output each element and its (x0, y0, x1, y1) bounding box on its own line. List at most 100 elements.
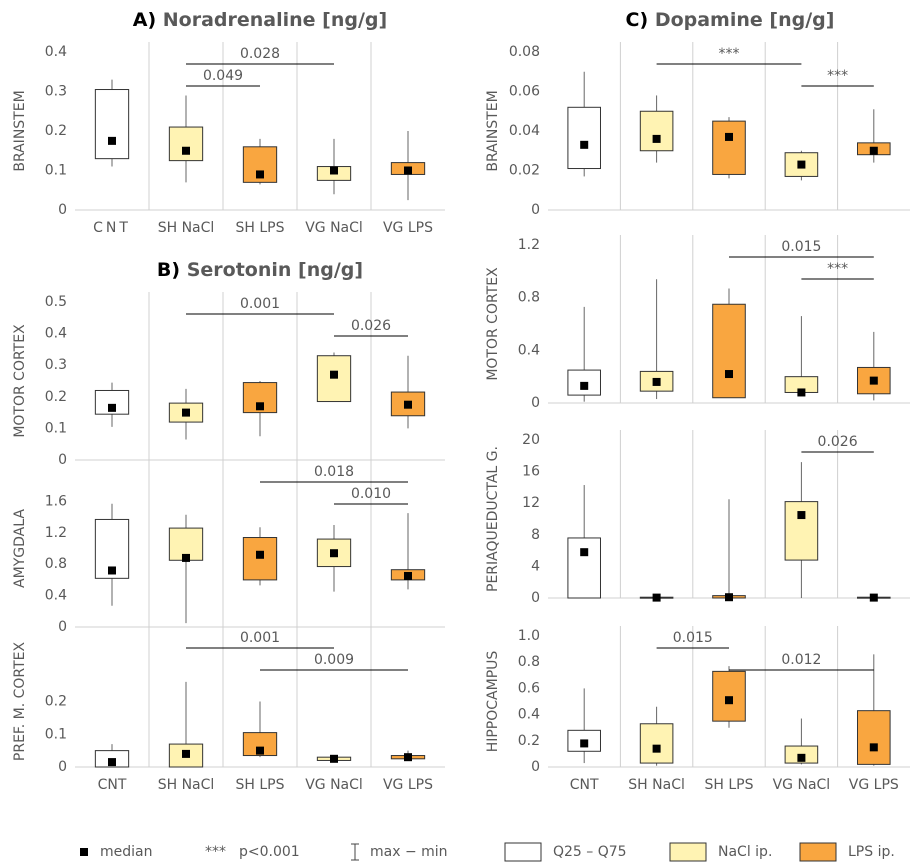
y-tick-label: 0.8 (518, 290, 540, 306)
iqr-box (857, 710, 891, 765)
panel-title: C) Dopamine [ng/g] (626, 9, 835, 31)
x-tick-label: VG NaCl (305, 777, 363, 793)
y-axis-label: AMYGDALA (12, 509, 28, 588)
y-tick-label: 0.2 (45, 123, 67, 139)
median (652, 377, 661, 386)
median (182, 146, 190, 155)
iqr-box (242, 732, 278, 757)
y-tick-label: 0.8 (518, 654, 540, 670)
median (256, 170, 264, 179)
legend-label: NaCl ip. (718, 844, 772, 860)
median (108, 136, 116, 145)
iqr-box (712, 120, 746, 175)
median (797, 388, 806, 397)
median (652, 593, 661, 602)
x-tick-label: SH LPS (236, 220, 285, 236)
median (182, 749, 190, 758)
title-text: Dopamine [ng/g] (655, 9, 835, 31)
median (725, 593, 733, 602)
median (797, 511, 806, 520)
panel-label: B) (157, 259, 180, 281)
y-tick-label: 1.0 (518, 628, 540, 644)
y-tick-label: 0.4 (45, 326, 67, 342)
bracket-label: 0.026 (818, 434, 858, 450)
median (725, 696, 733, 705)
iqr-box (712, 303, 746, 399)
median (580, 739, 589, 748)
x-tick-label: VG LPS (849, 777, 899, 793)
iqr-box (94, 389, 130, 415)
y-axis-label: HIPPOCAMPUS (485, 651, 501, 753)
y-axis-label: BRAINSTEM (12, 90, 28, 171)
median (725, 132, 733, 141)
legend-label: p<0.001 (239, 844, 300, 860)
y-axis-label: PERIAQUEDUCTAL G. (485, 446, 501, 592)
bracket-label: 0.015 (781, 239, 821, 255)
median (580, 140, 589, 149)
median (330, 549, 338, 558)
median (330, 370, 338, 379)
title-text: Noradrenaline [ng/g] (163, 9, 387, 31)
median (869, 593, 878, 602)
bracket-label: 0.012 (781, 652, 821, 668)
bracket-label: *** (827, 261, 848, 277)
y-tick-label: 1.2 (45, 525, 67, 541)
y-tick-label: 4 (531, 558, 540, 574)
y-tick-label: 0.04 (509, 123, 540, 139)
bracket-label: 0.018 (314, 464, 354, 480)
y-tick-label: 0.1 (45, 420, 67, 436)
y-tick-label: 16 (522, 464, 540, 480)
y-tick-label: 0 (58, 759, 67, 775)
iqr-box (639, 723, 674, 764)
iqr-box (168, 126, 204, 162)
median (869, 743, 878, 752)
bracket-label: 0.028 (240, 46, 280, 62)
y-tick-label: 0 (58, 452, 67, 468)
median (330, 166, 338, 175)
bracket-label: 0.001 (240, 296, 280, 312)
panel-title: A) Noradrenaline [ng/g] (133, 9, 387, 31)
y-tick-label: 1.6 (45, 493, 67, 509)
median (869, 376, 878, 385)
y-tick-label: 0.3 (45, 357, 67, 373)
median (580, 381, 589, 390)
y-axis-label: BRAINSTEM (485, 90, 501, 171)
y-tick-label: 1.2 (518, 237, 540, 253)
y-tick-label: 0 (531, 202, 540, 218)
iqr-box (94, 89, 130, 160)
bracket-label: 0.001 (240, 630, 280, 646)
y-axis-label: PREF. M. CORTEX (12, 642, 28, 762)
y-tick-label: 0.3 (45, 84, 67, 100)
median (256, 746, 264, 755)
median (256, 402, 264, 411)
panel-label: C) (626, 9, 649, 31)
y-tick-label: 20 (522, 432, 540, 448)
y-tick-label: 0.1 (45, 726, 67, 742)
iqr-box (567, 106, 601, 170)
iqr-box (639, 110, 674, 152)
y-tick-label: 0 (531, 395, 540, 411)
median (652, 134, 661, 143)
median (797, 753, 806, 762)
y-axis-label: MOTOR CORTEX (485, 267, 501, 381)
legend-swatch (504, 842, 542, 862)
legend-label: Q25 – Q75 (553, 844, 627, 860)
y-tick-label: 0 (531, 590, 540, 606)
median (404, 571, 412, 580)
iqr-box (784, 501, 819, 561)
y-tick-label: 0.4 (45, 588, 67, 604)
median (797, 160, 806, 169)
median (108, 403, 116, 412)
x-tick-label: VG LPS (383, 220, 433, 236)
bracket-label: *** (719, 46, 740, 62)
median (404, 753, 412, 762)
legend-median-icon (80, 848, 88, 856)
legend-label: median (100, 844, 152, 860)
y-tick-label: 0.8 (45, 556, 67, 572)
bracket-label: *** (827, 68, 848, 84)
legend-symbol: *** (205, 844, 226, 860)
x-tick-label: SH NaCl (158, 777, 215, 793)
median (869, 146, 878, 155)
y-tick-label: 0.4 (45, 44, 67, 60)
legend-swatch (669, 842, 707, 862)
